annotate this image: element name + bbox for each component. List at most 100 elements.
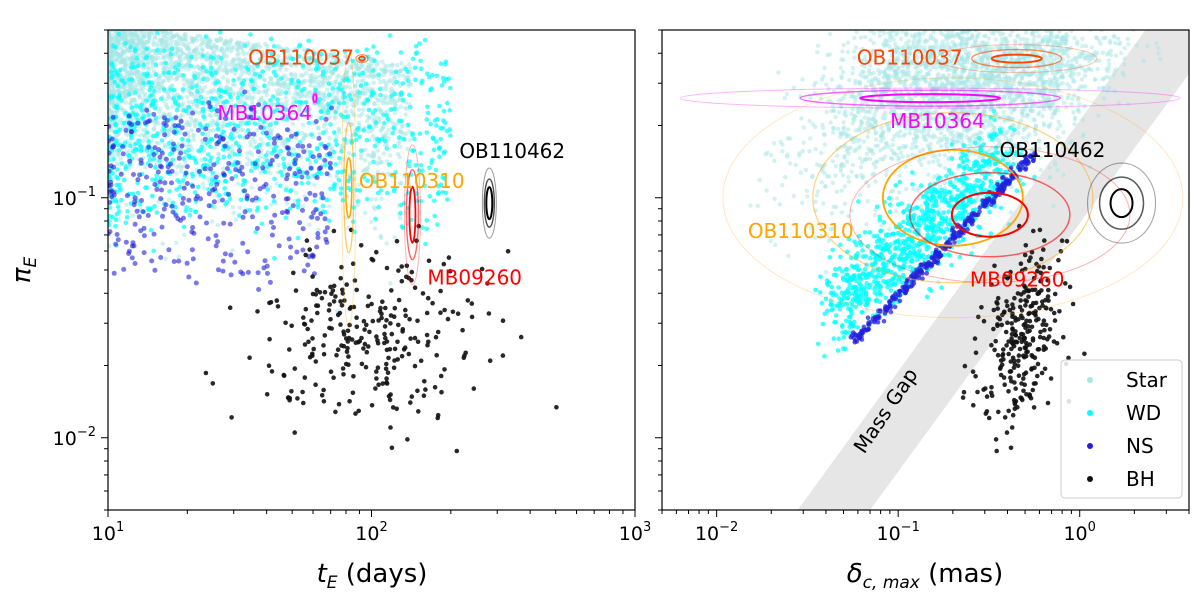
star-point [380,59,385,64]
ns-point [250,214,255,220]
wd-point [336,85,341,91]
star-point [236,90,241,96]
wd-point [189,85,195,90]
star-point [925,23,929,27]
wd-point [334,53,340,59]
wd-point [150,177,155,182]
star-point [189,91,195,97]
ns-point [271,193,277,199]
wd-point [370,174,376,180]
ns-point [197,214,203,220]
wd-point [393,69,399,74]
wd-point [410,56,416,62]
ns-point [228,272,234,278]
wd-point [146,80,152,85]
wd-point [320,203,326,209]
star-point [344,55,349,60]
star-point [284,76,289,82]
wd-point [413,44,419,49]
wd-point [299,181,304,186]
wd-point [112,68,118,73]
ns-point [160,213,165,219]
star-point [127,149,132,154]
wd-point [203,34,209,39]
wd-point [272,255,277,261]
wd-point [215,127,221,132]
bh-point [441,261,447,267]
star-point [287,161,292,166]
wd-point [120,78,126,84]
wd-point [430,72,435,78]
star-point [221,166,226,171]
star-point [1081,16,1085,20]
wd-point [204,140,209,146]
wd-point [283,90,289,95]
star-point [1080,36,1085,41]
ns-point [157,179,163,185]
star-point [1036,22,1040,26]
bh-point [386,355,391,361]
wd-point [364,47,370,52]
wd-point [447,85,453,91]
wd-point [301,86,307,92]
star-point [845,49,851,55]
star-point [175,164,180,170]
wd-point [334,142,340,147]
wd-point [279,76,284,81]
ns-point [228,252,234,258]
wd-point [202,162,207,168]
star-point [384,130,389,136]
star-point [203,96,209,101]
wd-point [152,88,157,94]
wd-point [393,170,398,175]
star-point [173,43,178,48]
wd-point [437,154,442,159]
wd-point [168,51,174,57]
star-point [206,40,211,45]
star-point [1089,45,1095,50]
wd-point [129,77,135,82]
wd-point [111,156,116,162]
bh-point [412,363,418,369]
bh-point [384,347,390,353]
ns-point [207,104,213,110]
star-point [371,153,376,158]
star-point [398,215,403,221]
star-point [118,156,123,161]
wd-point [339,149,344,154]
wd-point [316,66,321,71]
ns-point [274,153,280,159]
star-point [145,59,151,65]
bh-point [310,274,315,279]
wd-point [408,105,413,110]
wd-point [423,241,428,247]
wd-point [224,99,230,104]
star-point [176,254,181,259]
star-point [134,30,139,34]
star-point [289,63,294,68]
ns-point [269,232,275,238]
wd-point [387,33,393,38]
ns-point [126,113,132,119]
bh-point [463,350,469,356]
wd-point [133,146,138,152]
star-point [244,95,249,100]
wd-point [227,154,232,159]
event-label-ob110037: OB110037 [248,46,354,70]
star-point [140,59,145,64]
star-point [822,65,827,71]
wd-point [438,136,443,142]
wd-point [280,173,285,178]
star-point [267,114,272,120]
star-point [334,134,339,140]
star-point [233,217,238,222]
bh-point [479,266,485,272]
star-point [851,49,857,54]
ns-point [251,131,257,137]
ns-point [237,148,242,154]
bh-point [380,299,385,305]
wd-point [347,92,353,98]
star-point [193,121,198,127]
star-point [169,83,174,89]
bh-point [340,291,346,296]
